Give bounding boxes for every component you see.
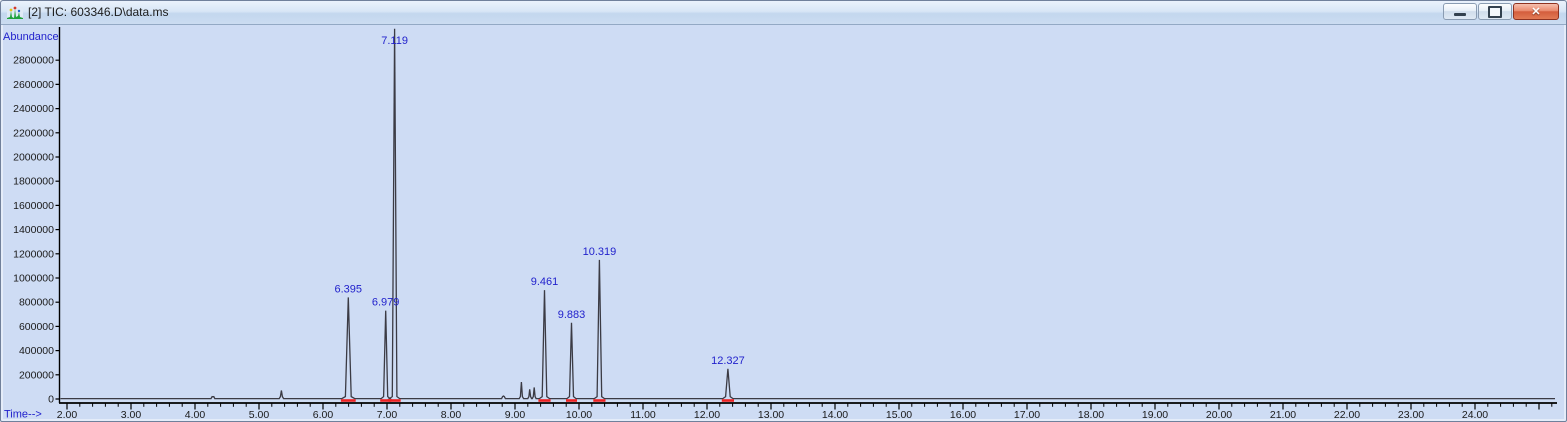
chromatogram-window-icon	[7, 5, 23, 21]
x-tick-label: 12.00	[694, 409, 720, 421]
x-tick-label: 16.00	[950, 409, 976, 421]
peak-label: 6.395	[335, 283, 363, 295]
y-tick-label: 200000	[19, 369, 54, 381]
minimize-button[interactable]	[1443, 3, 1477, 20]
x-tick-label: 15.00	[886, 409, 912, 421]
window-titlebar[interactable]: [2] TIC: 603346.D\data.ms ✕	[1, 1, 1566, 25]
restore-icon	[1488, 5, 1502, 18]
x-tick-label: 20.00	[1206, 409, 1232, 421]
minimize-icon	[1454, 13, 1466, 16]
x-tick-label: 18.00	[1078, 409, 1104, 421]
integration-mark	[380, 399, 392, 402]
x-tick-label: 13.00	[758, 409, 784, 421]
peak-label: 9.883	[558, 309, 586, 321]
y-tick-label: 1400000	[13, 224, 54, 236]
x-tick-label: 10.00	[566, 409, 592, 421]
x-tick-label: 17.00	[1014, 409, 1040, 421]
peak-label: 9.461	[531, 276, 559, 288]
integration-mark	[721, 399, 734, 402]
y-tick-label: 1200000	[13, 248, 54, 260]
x-tick-label: 11.00	[630, 409, 656, 421]
y-tick-label: 2400000	[13, 103, 54, 115]
peak-label: 7.119	[381, 35, 408, 47]
y-tick-label: 1800000	[13, 176, 54, 188]
peak-label: 10.319	[583, 246, 617, 258]
y-tick-label: 2000000	[13, 152, 54, 164]
close-button[interactable]: ✕	[1513, 3, 1559, 20]
window-title: [2] TIC: 603346.D\data.ms	[28, 5, 169, 19]
y-tick-label: 2200000	[13, 127, 54, 139]
y-tick-label: 1000000	[13, 273, 54, 285]
x-tick-label: 19.00	[1142, 409, 1168, 421]
integration-mark	[566, 399, 577, 402]
window-controls: ✕	[1443, 3, 1559, 20]
x-tick-label: 22.00	[1334, 409, 1360, 421]
integration-mark	[538, 399, 551, 402]
x-tick-label: 14.00	[822, 409, 848, 421]
integration-mark	[388, 399, 401, 402]
x-tick-label: 21.00	[1270, 409, 1296, 421]
tic-trace	[60, 28, 1555, 400]
x-tick-label: 9.00	[505, 409, 526, 421]
x-axis-title: Time-->	[4, 409, 42, 421]
x-tick-label: 4.00	[185, 409, 206, 421]
x-tick-label: 23.00	[1398, 409, 1424, 421]
integration-mark	[340, 399, 356, 402]
x-tick-label: 8.00	[441, 409, 462, 421]
y-tick-label: 400000	[19, 345, 54, 357]
x-tick-label: 7.00	[377, 409, 398, 421]
y-tick-label: 2600000	[13, 79, 54, 91]
x-tick-label: 6.00	[313, 409, 334, 421]
chromatogram-plot-area[interactable]: 2.00 3.00 4.00 5.00 6.00 7.00 8.00 9.00 10.00 11.…	[1, 25, 1567, 422]
peak-label: 12.327	[711, 355, 745, 367]
restore-button[interactable]	[1478, 3, 1512, 20]
y-tick-label: 2800000	[13, 55, 54, 67]
x-tick-label: 5.00	[249, 409, 270, 421]
x-tick-label: 3.00	[121, 409, 142, 421]
y-tick-label: 0	[48, 394, 54, 406]
y-tick-label: 1600000	[13, 200, 54, 212]
y-tick-label: 600000	[19, 321, 54, 333]
integration-mark	[593, 399, 606, 402]
y-axis-title: Abundance	[3, 31, 59, 43]
x-tick-label: 24.00	[1462, 409, 1488, 421]
x-tick-label: 2.00	[57, 409, 78, 421]
y-tick-label: 800000	[19, 297, 54, 309]
peak-label: 6.979	[372, 297, 400, 309]
